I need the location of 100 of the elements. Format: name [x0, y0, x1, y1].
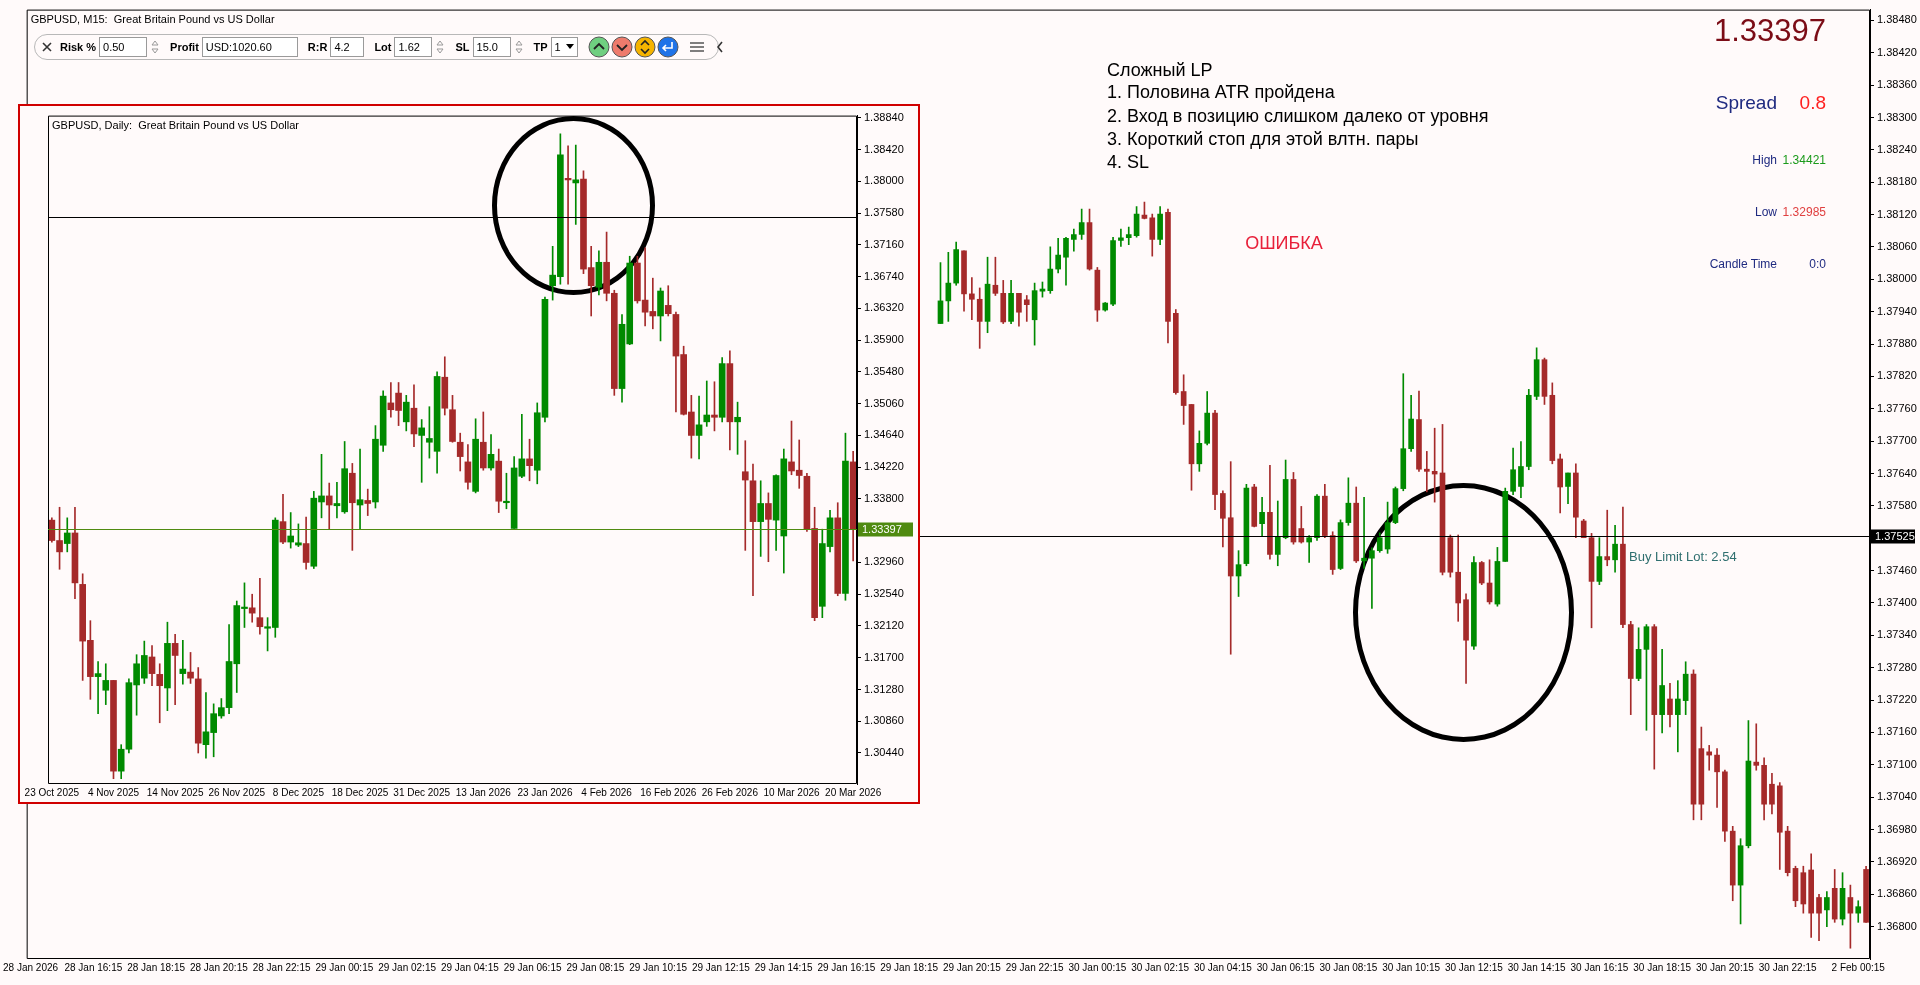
x-tick-label: 8 Dec 2025	[272, 786, 325, 798]
annotation: 0.8	[1799, 92, 1826, 114]
y-tick-label: 1.36800	[1877, 919, 1917, 932]
y-tick-label: 1.34640	[864, 428, 904, 441]
x-tick-label: 30 Jan 04:15	[1193, 961, 1253, 973]
y-tick-label: 1.37400	[1877, 596, 1917, 609]
annotation: Lot	[374, 41, 392, 53]
annotation: 1. Половина ATR пройдена	[1107, 81, 1335, 103]
candlestick	[1361, 496, 1367, 569]
annotation: 1.32985	[1782, 205, 1826, 220]
y-tick-label: 1.38060	[1877, 239, 1917, 252]
y-tick-label: 1.32120	[864, 619, 904, 631]
y-tick-label: 1.38120	[1877, 207, 1917, 220]
candlestick	[325, 482, 333, 530]
candlestick	[945, 252, 952, 322]
x-tick-label: 28 Jan 20:15	[189, 961, 249, 973]
y-tick-label: 1.38480	[1877, 13, 1917, 26]
candlestick	[256, 578, 264, 635]
text-field: 0.50	[99, 37, 148, 57]
candlestick	[1604, 509, 1611, 567]
x-tick-label: 29 Jan 12:15	[691, 961, 751, 973]
text-field: 4.2	[330, 37, 365, 57]
candlestick	[356, 448, 364, 530]
x-tick-label: 18 Dec 2025	[331, 786, 389, 798]
x-tick-label: 29 Jan 02:15	[378, 961, 437, 973]
x-tick-label: 4 Feb 2026	[581, 786, 633, 798]
y-tick-label: 1.37820	[1877, 369, 1917, 382]
candlestick	[1674, 680, 1681, 753]
candlestick	[1125, 226, 1132, 246]
candlestick	[1023, 295, 1030, 322]
y-tick-label: 1.35480	[864, 364, 904, 377]
annotation: R:R	[307, 41, 328, 53]
x-tick-label: 30 Jan 16:15	[1570, 961, 1629, 973]
x-tick-label: 28 Jan 18:15	[127, 961, 186, 973]
x-tick-label: 29 Jan 00:15	[315, 961, 374, 973]
chart-title: GBPUSD, M15: Great Britain Pound vs US Dollar	[30, 12, 275, 25]
y-tick-label: 1.37460	[1877, 563, 1917, 576]
candlestick	[1423, 451, 1430, 493]
text-field: 15.0	[472, 37, 511, 57]
y-tick-label: 1.37280	[1877, 660, 1917, 673]
y-tick-label: 1.33800	[864, 491, 904, 504]
y-tick-label: 1.37220	[1877, 693, 1917, 706]
annotation: ОШИБКА	[1245, 232, 1323, 254]
annotation: High	[1752, 153, 1777, 168]
y-tick-label: 1.37040	[1877, 790, 1917, 803]
text-field: 1	[550, 37, 578, 57]
y-tick-label: 1.38360	[1877, 78, 1917, 91]
x-tick-label: 30 Jan 20:15	[1695, 961, 1755, 973]
x-tick-label: 26 Nov 2025	[208, 786, 266, 798]
y-tick-label: 1.31700	[864, 650, 904, 663]
candlestick	[757, 480, 765, 557]
y-tick-label: 1.38180	[1877, 175, 1917, 188]
x-tick-label: 28 Jan 2026	[3, 961, 59, 973]
candlestick	[156, 663, 164, 724]
x-tick-label: 23 Oct 2025	[24, 786, 80, 798]
candlestick	[287, 512, 295, 549]
x-tick-label: 23 Jan 2026	[517, 786, 573, 798]
candlestick	[969, 277, 975, 321]
candlestick	[1753, 723, 1760, 771]
x-tick-label: 30 Jan 00:15	[1068, 961, 1127, 973]
y-tick-label: 1.36740	[864, 269, 904, 282]
candlestick	[248, 593, 256, 623]
x-tick-label: 30 Jan 12:15	[1444, 961, 1504, 973]
annotation: Risk %	[60, 41, 97, 53]
annotation: 1.33397	[1713, 13, 1826, 49]
x-tick-label: 30 Jan 10:15	[1382, 961, 1441, 973]
annotation: 4. SL	[1107, 151, 1150, 173]
y-tick-label: 1.38000	[864, 174, 904, 187]
y-tick-label: 1.36920	[1877, 854, 1917, 867]
candlestick	[703, 380, 711, 427]
candlestick	[171, 633, 179, 705]
x-tick-label: 4 Nov 2025	[87, 786, 140, 798]
x-tick-label: 29 Jan 20:15	[942, 961, 1002, 973]
annotation: Buy Limit Lot: 2.54	[1629, 548, 1737, 565]
y-tick-label: 1.37580	[864, 206, 904, 219]
annotation: 3. Короткий стоп для этой влтн. пары	[1107, 128, 1419, 150]
x-tick-label: 28 Jan 16:15	[64, 961, 123, 973]
annotation: Candle Time	[1709, 257, 1777, 272]
y-tick-label: 1.37580	[1877, 498, 1917, 511]
y-tick-label: 1.38840	[864, 110, 904, 123]
annotation: Spread	[1715, 92, 1777, 114]
y-tick-label: 1.35900	[864, 333, 904, 346]
x-tick-label: 29 Jan 22:15	[1005, 961, 1064, 973]
candlestick	[94, 661, 102, 715]
y-tick-label: 1.32540	[864, 587, 904, 600]
ref-line-label: 1.37525	[1875, 530, 1915, 543]
candlestick	[102, 663, 110, 705]
annotation: 2. Вход в позицию слишком далеко от уровня	[1107, 105, 1489, 127]
x-tick-label: 30 Jan 14:15	[1507, 961, 1566, 973]
y-tick-label: 1.36860	[1877, 887, 1917, 900]
y-tick-label: 1.37100	[1877, 757, 1917, 770]
y-tick-label: 1.37340	[1877, 628, 1917, 641]
y-tick-label: 1.38240	[1877, 142, 1917, 155]
candlestick	[1306, 535, 1312, 563]
y-tick-label: 1.30860	[864, 714, 904, 727]
candlestick	[1369, 547, 1375, 609]
x-tick-label: 26 Feb 2026	[701, 786, 759, 798]
x-tick-label: 29 Jan 16:15	[817, 961, 876, 973]
x-tick-label: 30 Jan 02:15	[1131, 961, 1190, 973]
y-tick-label: 1.37880	[1877, 337, 1917, 350]
